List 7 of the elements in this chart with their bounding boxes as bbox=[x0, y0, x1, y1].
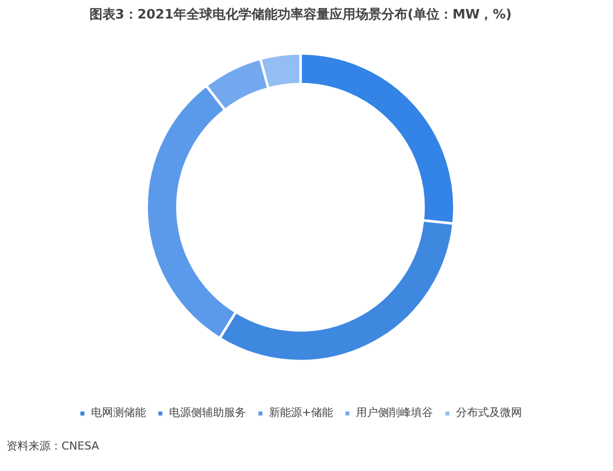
legend-label: 分布式及微网 bbox=[456, 405, 522, 420]
legend-label: 新能源+储能 bbox=[268, 405, 334, 420]
chart-title: 图表3：2021年全球电化学储能功率容量应用场景分布(单位：MW，%) bbox=[89, 6, 512, 22]
legend-label: 电源侧辅助服务 bbox=[168, 405, 246, 420]
legend-label: 电网测储能 bbox=[90, 405, 146, 420]
legend-label: 用户侧削峰填谷 bbox=[356, 405, 434, 420]
text: 资料来源：CNESA bbox=[6, 440, 100, 452]
